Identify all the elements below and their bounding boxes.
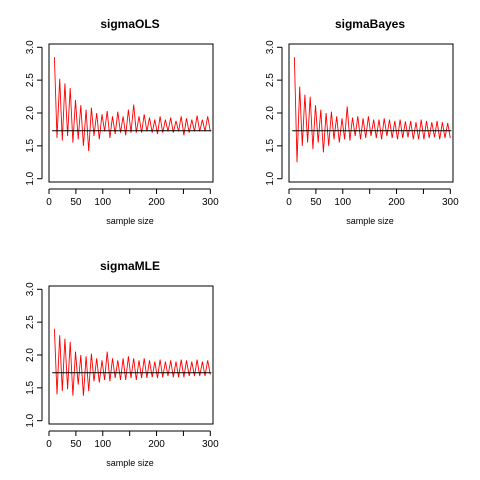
plot-area: 0 50 100 200 300 1.0 1.5 2.0 2.5 3.0: [25, 40, 219, 208]
x-tick-label: 200: [388, 197, 405, 208]
series-line: [293, 57, 451, 163]
x-tick-label: 50: [70, 439, 82, 450]
x-axis-label: sample size: [106, 216, 154, 226]
x-tick-label: 100: [94, 439, 111, 450]
x-tick-label: 300: [202, 439, 219, 450]
y-tick-label: 1.5: [25, 138, 36, 152]
x-axis-label: sample size: [346, 216, 394, 226]
panel-sigma-mle: sigmaMLE 0 50 100 200 300 1.0 1.5 2.0 2.5 3.0 sam…: [25, 259, 219, 468]
y-tick-label: 3.0: [265, 40, 276, 54]
x-tick-label: 0: [46, 197, 52, 208]
x-axis-label: sample size: [106, 458, 154, 468]
plot-frame: [48, 285, 214, 425]
x-tick-label: 200: [148, 197, 165, 208]
y-tick-label: 2.0: [25, 106, 36, 120]
y-tick-label: 2.5: [265, 73, 276, 87]
y-tick-label: 2.0: [25, 348, 36, 362]
plot-area: 0 50 100 200 300 1.0 1.5 2.0 2.5 3.0: [265, 40, 459, 208]
plot-area: 0 50 100 200 300 1.0 1.5 2.0 2.5 3.0: [25, 282, 219, 450]
y-tick-label: 3.0: [25, 40, 36, 54]
x-tick-label: 300: [442, 197, 459, 208]
y-tick-label: 3.0: [25, 282, 36, 296]
panel-sigma-bayes: sigmaBayes 0 50 100 200 300 1.0 1.5 2.0 2.5 3.0 s…: [265, 17, 459, 226]
panel-title: sigmaOLS: [100, 17, 159, 31]
panel-sigma-ols: sigmaOLS 0 50 100 200 300 1.0 1.5 2.0 2.5 3.0 sam…: [25, 17, 219, 226]
panel-title: sigmaMLE: [100, 259, 160, 273]
series-line: [53, 328, 211, 396]
y-tick-label: 2.5: [25, 73, 36, 87]
y-tick-label: 1.0: [25, 171, 36, 185]
plot-frame: [48, 43, 214, 183]
y-tick-label: 1.0: [25, 413, 36, 427]
x-tick-label: 0: [286, 197, 292, 208]
y-tick-label: 2.0: [265, 106, 276, 120]
x-tick-label: 50: [70, 197, 82, 208]
x-tick-label: 100: [334, 197, 351, 208]
x-tick-label: 50: [310, 197, 322, 208]
y-tick-label: 1.5: [25, 380, 36, 394]
plot-frame: [288, 43, 454, 183]
y-tick-label: 1.5: [265, 138, 276, 152]
x-tick-label: 100: [94, 197, 111, 208]
x-tick-label: 200: [148, 439, 165, 450]
x-tick-label: 300: [202, 197, 219, 208]
series-line: [53, 57, 211, 152]
x-tick-label: 0: [46, 439, 52, 450]
panel-title: sigmaBayes: [335, 17, 405, 31]
y-tick-label: 1.0: [265, 171, 276, 185]
y-tick-label: 2.5: [25, 315, 36, 329]
